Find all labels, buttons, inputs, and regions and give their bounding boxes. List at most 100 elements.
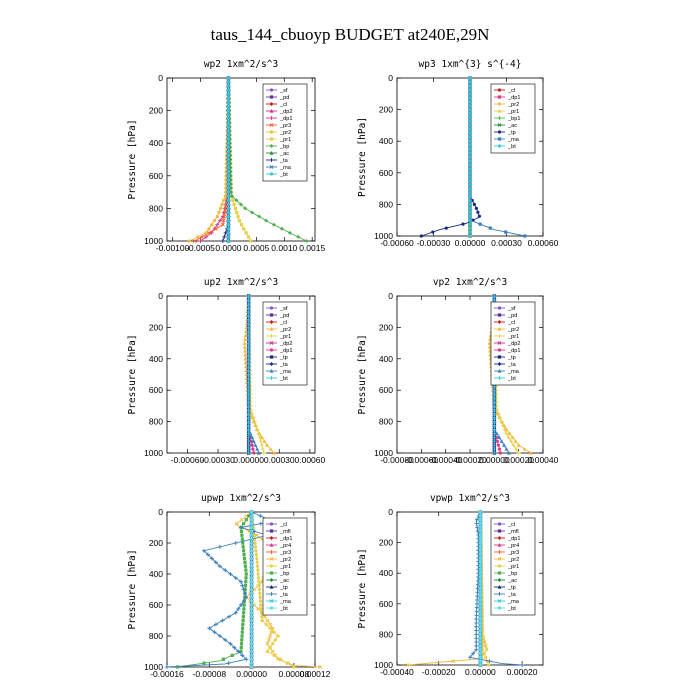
series-marker xyxy=(223,206,228,211)
legend-marker xyxy=(269,334,274,338)
series-marker xyxy=(246,235,251,239)
series-marker xyxy=(239,642,244,646)
series-marker xyxy=(478,510,483,514)
legend-label: _pr2 xyxy=(507,102,519,108)
x-tick-label: -0.00080 xyxy=(380,455,414,465)
series-marker xyxy=(474,620,479,625)
series-marker xyxy=(243,356,248,361)
series-marker xyxy=(268,626,272,630)
series-marker xyxy=(224,190,228,194)
series-marker xyxy=(255,556,259,561)
legend-label: _dp2 xyxy=(279,341,292,347)
series-marker xyxy=(202,548,206,553)
series-marker xyxy=(478,663,483,667)
series-marker xyxy=(220,618,225,623)
series-marker xyxy=(266,637,271,642)
series-marker xyxy=(474,624,479,629)
series-marker xyxy=(249,622,254,626)
legend-marker xyxy=(269,151,274,155)
series-marker xyxy=(217,544,222,549)
legend-label: _tp xyxy=(507,355,516,361)
legend-marker xyxy=(269,109,274,113)
series-marker xyxy=(249,615,254,619)
series-marker xyxy=(271,222,276,227)
series-marker xyxy=(256,451,261,455)
series-marker xyxy=(492,415,497,420)
series-marker xyxy=(468,206,472,211)
series-marker xyxy=(468,151,472,156)
series-marker xyxy=(468,91,472,96)
legend-marker xyxy=(497,109,502,113)
series-marker xyxy=(246,329,251,334)
figure-title: taus_144_cbuoyp BUDGET at240E,29N xyxy=(211,25,490,44)
series-marker xyxy=(242,553,246,557)
legend-label: _ta xyxy=(279,362,289,368)
series-marker xyxy=(262,614,267,619)
y-tick-label: 200 xyxy=(149,538,163,548)
series-marker xyxy=(468,198,472,203)
series-marker xyxy=(478,648,483,652)
legend-label: _pd xyxy=(507,313,517,319)
series-marker xyxy=(217,564,222,569)
series-marker xyxy=(468,95,472,100)
series-marker xyxy=(492,435,497,440)
series-marker xyxy=(241,618,245,623)
series-marker xyxy=(246,341,251,346)
x-tick-label: 0.00030 xyxy=(264,455,295,465)
series-marker xyxy=(256,572,260,576)
y-tick-label: 400 xyxy=(379,136,393,146)
series-marker xyxy=(468,123,472,128)
series-marker xyxy=(474,601,479,606)
legend-marker xyxy=(269,536,274,540)
x-tick-label: 0.00012 xyxy=(300,669,331,679)
series-marker xyxy=(226,206,231,210)
series-marker xyxy=(239,223,244,227)
series-marker xyxy=(229,190,234,195)
series-marker xyxy=(224,178,228,182)
series-marker xyxy=(240,630,244,634)
panel-title: vp2 1xm^2/s^3 xyxy=(433,277,507,288)
series-marker xyxy=(506,451,511,455)
legend-marker xyxy=(269,130,274,134)
legend-label: _pr2 xyxy=(507,327,519,333)
series-marker xyxy=(236,214,240,219)
series-marker xyxy=(249,239,253,243)
series-marker xyxy=(478,548,483,552)
series-marker xyxy=(522,447,527,451)
series-marker xyxy=(405,663,410,667)
legend-label: _pr1 xyxy=(507,564,519,570)
series-marker xyxy=(249,661,254,665)
series-marker xyxy=(257,584,261,588)
legend-marker xyxy=(497,529,502,533)
series-marker xyxy=(487,341,492,345)
series-marker xyxy=(252,451,256,455)
legend-marker xyxy=(269,348,274,352)
series-marker xyxy=(226,227,231,231)
legend-marker xyxy=(497,369,502,373)
series-marker xyxy=(511,443,516,448)
series-marker xyxy=(233,206,238,210)
series-marker xyxy=(246,368,251,373)
series-marker xyxy=(244,580,248,584)
series-marker xyxy=(226,202,231,206)
series-marker xyxy=(226,157,231,162)
legend-label: _mfl xyxy=(279,529,291,535)
series-marker xyxy=(497,447,502,451)
series-marker xyxy=(461,222,465,226)
series-marker xyxy=(234,521,239,526)
series-marker xyxy=(241,587,246,592)
series-marker xyxy=(242,549,246,553)
series-marker xyxy=(468,214,472,219)
y-tick-label: 800 xyxy=(379,199,393,209)
series-marker xyxy=(165,665,169,669)
series-marker xyxy=(468,166,472,171)
y-axis-label: Pressure [hPa] xyxy=(127,119,138,199)
series-marker xyxy=(213,226,218,231)
legend-label: _bt xyxy=(279,376,288,382)
series-marker xyxy=(495,439,499,443)
series-marker xyxy=(226,129,231,133)
series-marker xyxy=(478,586,483,591)
series-marker xyxy=(478,525,483,529)
legend-marker xyxy=(269,571,274,575)
series-marker xyxy=(478,617,483,621)
